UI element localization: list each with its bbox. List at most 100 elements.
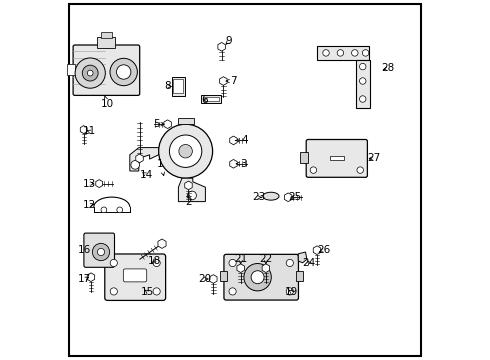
Circle shape <box>110 259 118 266</box>
Circle shape <box>286 259 294 266</box>
Circle shape <box>188 191 196 200</box>
FancyBboxPatch shape <box>105 254 166 300</box>
Circle shape <box>98 248 104 256</box>
Circle shape <box>323 50 329 56</box>
Bar <box>220 271 227 281</box>
Text: 22: 22 <box>259 254 272 264</box>
Text: 11: 11 <box>83 126 96 136</box>
Text: 6: 6 <box>201 95 208 105</box>
Text: 16: 16 <box>78 245 92 255</box>
Text: 8: 8 <box>164 81 171 91</box>
Bar <box>300 152 308 163</box>
Polygon shape <box>220 77 227 85</box>
Circle shape <box>110 288 118 295</box>
Text: 20: 20 <box>198 274 211 284</box>
Text: 12: 12 <box>83 200 96 210</box>
Circle shape <box>229 259 236 266</box>
Circle shape <box>82 65 98 81</box>
Circle shape <box>229 288 236 295</box>
Bar <box>178 118 194 124</box>
Circle shape <box>131 161 140 169</box>
Text: 15: 15 <box>141 287 154 297</box>
Circle shape <box>117 65 131 79</box>
Polygon shape <box>87 273 95 282</box>
Polygon shape <box>158 239 166 248</box>
FancyBboxPatch shape <box>224 254 298 300</box>
Text: 4: 4 <box>235 135 247 145</box>
Polygon shape <box>237 264 245 273</box>
Circle shape <box>337 50 343 56</box>
Bar <box>356 60 369 108</box>
Text: 13: 13 <box>83 179 96 189</box>
FancyBboxPatch shape <box>123 269 147 282</box>
Polygon shape <box>218 42 225 51</box>
Circle shape <box>117 207 122 213</box>
FancyBboxPatch shape <box>306 139 368 177</box>
Text: 9: 9 <box>225 36 232 46</box>
Text: 21: 21 <box>234 254 247 264</box>
Bar <box>98 37 116 48</box>
Text: 1: 1 <box>157 159 165 176</box>
Text: 19: 19 <box>285 287 298 297</box>
Polygon shape <box>210 275 217 283</box>
Text: 25: 25 <box>288 192 301 202</box>
Text: 24: 24 <box>302 258 316 268</box>
Text: 14: 14 <box>139 170 152 180</box>
Text: 3: 3 <box>236 159 246 169</box>
Circle shape <box>251 271 264 284</box>
Circle shape <box>310 167 317 174</box>
Polygon shape <box>80 126 87 134</box>
Bar <box>317 46 369 60</box>
Circle shape <box>360 78 366 84</box>
Polygon shape <box>130 148 159 171</box>
Text: 26: 26 <box>317 245 330 255</box>
Circle shape <box>101 207 107 213</box>
Text: 10: 10 <box>101 96 114 109</box>
Bar <box>101 32 112 38</box>
Circle shape <box>360 96 366 102</box>
Circle shape <box>110 58 137 86</box>
Polygon shape <box>136 154 143 163</box>
Bar <box>67 64 75 75</box>
Text: 23: 23 <box>252 192 265 202</box>
Bar <box>172 77 185 96</box>
Text: 2: 2 <box>185 193 192 207</box>
Ellipse shape <box>263 192 279 200</box>
Bar <box>173 79 183 94</box>
Circle shape <box>357 167 364 174</box>
Polygon shape <box>96 180 102 188</box>
Circle shape <box>351 50 358 56</box>
Circle shape <box>87 70 93 76</box>
Polygon shape <box>230 136 237 145</box>
Text: 5: 5 <box>153 119 164 129</box>
Polygon shape <box>230 159 237 168</box>
Polygon shape <box>313 246 321 255</box>
Polygon shape <box>185 181 192 190</box>
Circle shape <box>75 58 105 88</box>
Circle shape <box>159 124 213 178</box>
Circle shape <box>360 63 366 70</box>
Polygon shape <box>285 193 292 202</box>
Bar <box>295 271 303 281</box>
Polygon shape <box>164 120 171 129</box>
Circle shape <box>179 144 193 158</box>
FancyBboxPatch shape <box>84 233 115 267</box>
Text: 27: 27 <box>368 153 381 163</box>
Circle shape <box>92 243 110 261</box>
Circle shape <box>153 288 160 295</box>
Polygon shape <box>178 178 205 202</box>
Circle shape <box>363 50 369 56</box>
FancyBboxPatch shape <box>73 45 140 95</box>
Bar <box>330 156 344 160</box>
Circle shape <box>286 288 294 295</box>
Bar <box>203 97 219 101</box>
Polygon shape <box>262 264 270 273</box>
Circle shape <box>244 264 271 291</box>
Circle shape <box>170 135 202 167</box>
Text: 17: 17 <box>78 274 92 284</box>
Polygon shape <box>298 252 307 263</box>
Text: 7: 7 <box>226 76 237 86</box>
Text: 18: 18 <box>147 256 161 266</box>
Text: 28: 28 <box>382 63 395 73</box>
Circle shape <box>153 259 160 266</box>
